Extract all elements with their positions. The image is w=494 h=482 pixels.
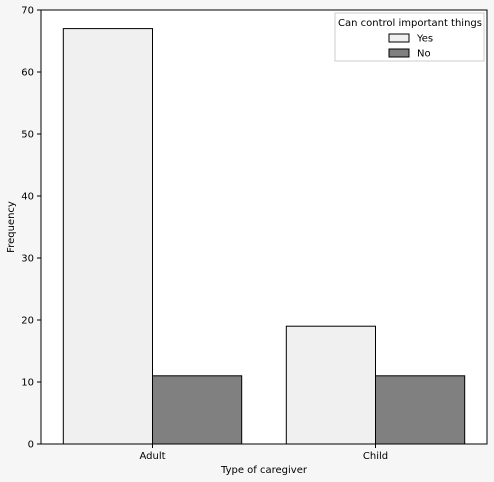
- y-tick-label: 60: [21, 68, 34, 79]
- bar-yes-child: [285, 325, 376, 445]
- x-axis-ticks: Adult Child: [139, 444, 388, 462]
- x-tick-label: Child: [363, 451, 388, 462]
- x-axis-label: Type of caregiver: [220, 465, 308, 476]
- bar-yes-adult: [62, 28, 153, 445]
- legend-items: Yes No: [388, 33, 433, 60]
- legend-swatch-yes: [388, 33, 410, 43]
- legend-title: Can control important things: [338, 18, 482, 29]
- y-tick-label: 70: [21, 6, 34, 17]
- y-axis-label: Frequency: [6, 201, 17, 253]
- bar-no-adult: [152, 375, 243, 445]
- legend: Can control important things Yes No: [334, 12, 485, 62]
- y-tick-label: 50: [21, 130, 34, 141]
- bar-no-child: [375, 375, 466, 445]
- legend-swatch-no: [388, 48, 410, 58]
- bars: [62, 28, 466, 445]
- x-tick-label: Adult: [139, 451, 165, 462]
- plot-frame: [40, 9, 488, 445]
- legend-label-no: No: [417, 49, 431, 60]
- y-tick-label: 20: [21, 316, 34, 327]
- y-tick-label: 40: [21, 192, 34, 203]
- y-axis-ticks: 0 10 20 30 40 50 60 70: [21, 6, 41, 451]
- y-tick-label: 30: [21, 254, 34, 265]
- y-tick-label: 10: [21, 378, 34, 389]
- y-tick-label: 0: [28, 440, 34, 451]
- legend-label-yes: Yes: [416, 34, 433, 45]
